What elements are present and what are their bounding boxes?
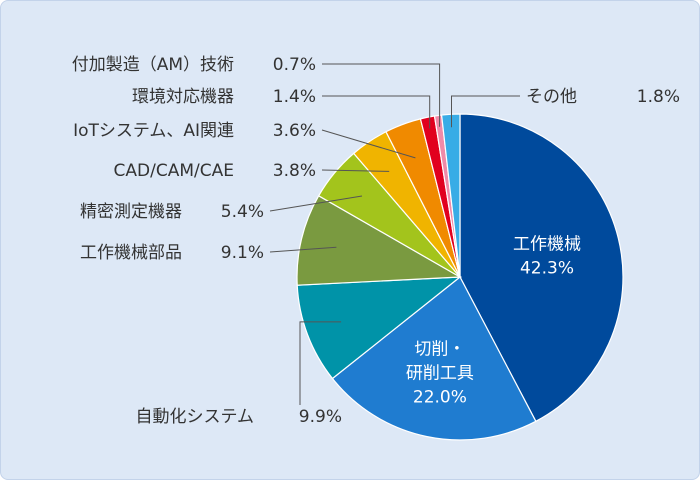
slice-value-label: 1.8% <box>637 87 680 107</box>
pie-slice <box>296 194 463 286</box>
leader-line <box>299 321 342 405</box>
pie-slice <box>459 113 624 423</box>
slice-name-label: CAD/CAM/CAE <box>114 161 234 181</box>
slice-name-label: 工作機械部品 <box>80 243 182 263</box>
slice-name-label: 付加製造（AM）技術 <box>72 55 234 75</box>
slice-name-label: その他 <box>526 87 577 107</box>
leader-line <box>321 129 416 159</box>
slice-name-label: 工作機械 <box>513 235 581 255</box>
leader-line <box>269 246 337 253</box>
slice-value-label: 0.7% <box>273 55 316 75</box>
leader-line <box>451 95 520 128</box>
pie-slice <box>296 276 462 380</box>
pie-slices <box>296 113 624 441</box>
slice-value-label: 5.4% <box>221 202 264 222</box>
slice-name-label: 精密測定機器 <box>80 202 182 222</box>
pie-slice <box>440 113 461 278</box>
pie-slice <box>331 276 537 441</box>
slice-name-label: 切削・ <box>414 340 465 360</box>
slice-value-label: 1.4% <box>273 87 316 107</box>
leader-line <box>322 63 441 127</box>
slice-value-label: 9.1% <box>221 243 264 263</box>
slice-name-label: 自動化システム <box>136 407 255 427</box>
leader-lines <box>269 63 520 405</box>
slice-name-label: IoTシステム、AI関連 <box>73 121 234 141</box>
slice-value-label: 3.8% <box>273 161 316 181</box>
leader-line <box>321 169 390 172</box>
slice-value-label: 42.3% <box>520 259 574 279</box>
leader-line <box>269 195 363 212</box>
slice-value-label: 22.0% <box>413 388 467 408</box>
slice-value-label: 9.9% <box>299 407 342 427</box>
leader-line <box>322 95 431 129</box>
slice-name-label: 研削工具 <box>406 364 474 384</box>
slice-name-label: 環境対応機器 <box>132 87 234 107</box>
slice-value-label: 3.6% <box>273 121 316 141</box>
slice-labels: 工作機械 42.3% 切削・研削工具 22.0% 自動化システム 9.9% 工作機械部品 9.… <box>72 55 680 427</box>
